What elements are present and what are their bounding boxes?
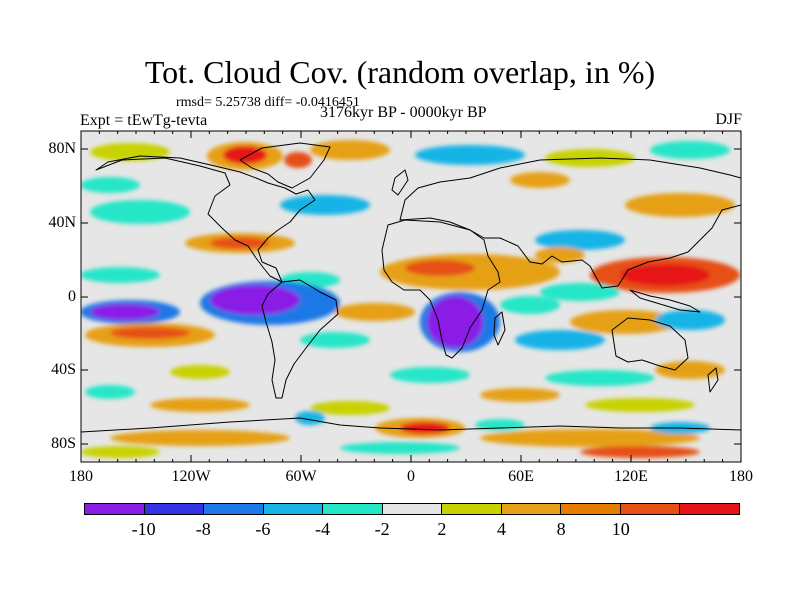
lat-label-40n: 40N (48, 214, 76, 231)
legend-swatch-7 (501, 504, 562, 514)
lat-label-40s: 40S (51, 361, 76, 378)
legend-label-7: 8 (556, 519, 566, 539)
legend-label-0: -10 (131, 519, 156, 539)
coastlines (81, 142, 741, 433)
lon-label-60e: 60E (508, 468, 534, 485)
lon-label-120e: 120E (614, 468, 648, 485)
legend-swatch-0 (85, 504, 145, 514)
lon-label-180e: 180 (729, 468, 753, 485)
stats-line: rmsd= 5.25738 diff= -0.0416451 (176, 95, 360, 110)
map-background (81, 131, 741, 462)
lat-label-80n: 80N (48, 140, 76, 157)
lon-label-60w: 60W (285, 468, 317, 485)
legend-swatch-10 (680, 504, 740, 514)
color-legend (84, 503, 740, 515)
period-label: 3176kyr BP - 0000kyr BP (320, 104, 487, 121)
legend-swatch-2 (204, 504, 264, 514)
lon-label-0: 0 (407, 468, 415, 485)
legend-label-6: 4 (496, 519, 506, 539)
legend-label-4: -2 (374, 519, 390, 539)
lat-label-80s: 80S (51, 435, 76, 452)
legend-swatch-5 (382, 504, 443, 514)
experiment-label: Expt = tEwTg-tevta (80, 112, 208, 129)
legend-label-8: 10 (611, 519, 630, 539)
legend-swatch-9 (620, 504, 681, 514)
legend-swatch-1 (144, 504, 205, 514)
legend-swatch-4 (323, 504, 383, 514)
lon-label-120w: 120W (171, 468, 211, 485)
legend-label-1: -8 (195, 519, 211, 539)
season-label: DJF (715, 111, 742, 128)
legend-swatch-3 (263, 504, 324, 514)
lon-label-180w: 180 (69, 468, 93, 485)
legend-label-3: -4 (315, 519, 331, 539)
legend-swatch-8 (561, 504, 621, 514)
legend-swatch-6 (442, 504, 502, 514)
legend-label-2: -6 (255, 519, 271, 539)
chart-title: Tot. Cloud Cov. (random overlap, in %) (144, 54, 656, 90)
lat-label-0: 0 (68, 288, 76, 305)
legend-label-5: 2 (437, 519, 447, 539)
axis-ticks (80, 131, 742, 462)
